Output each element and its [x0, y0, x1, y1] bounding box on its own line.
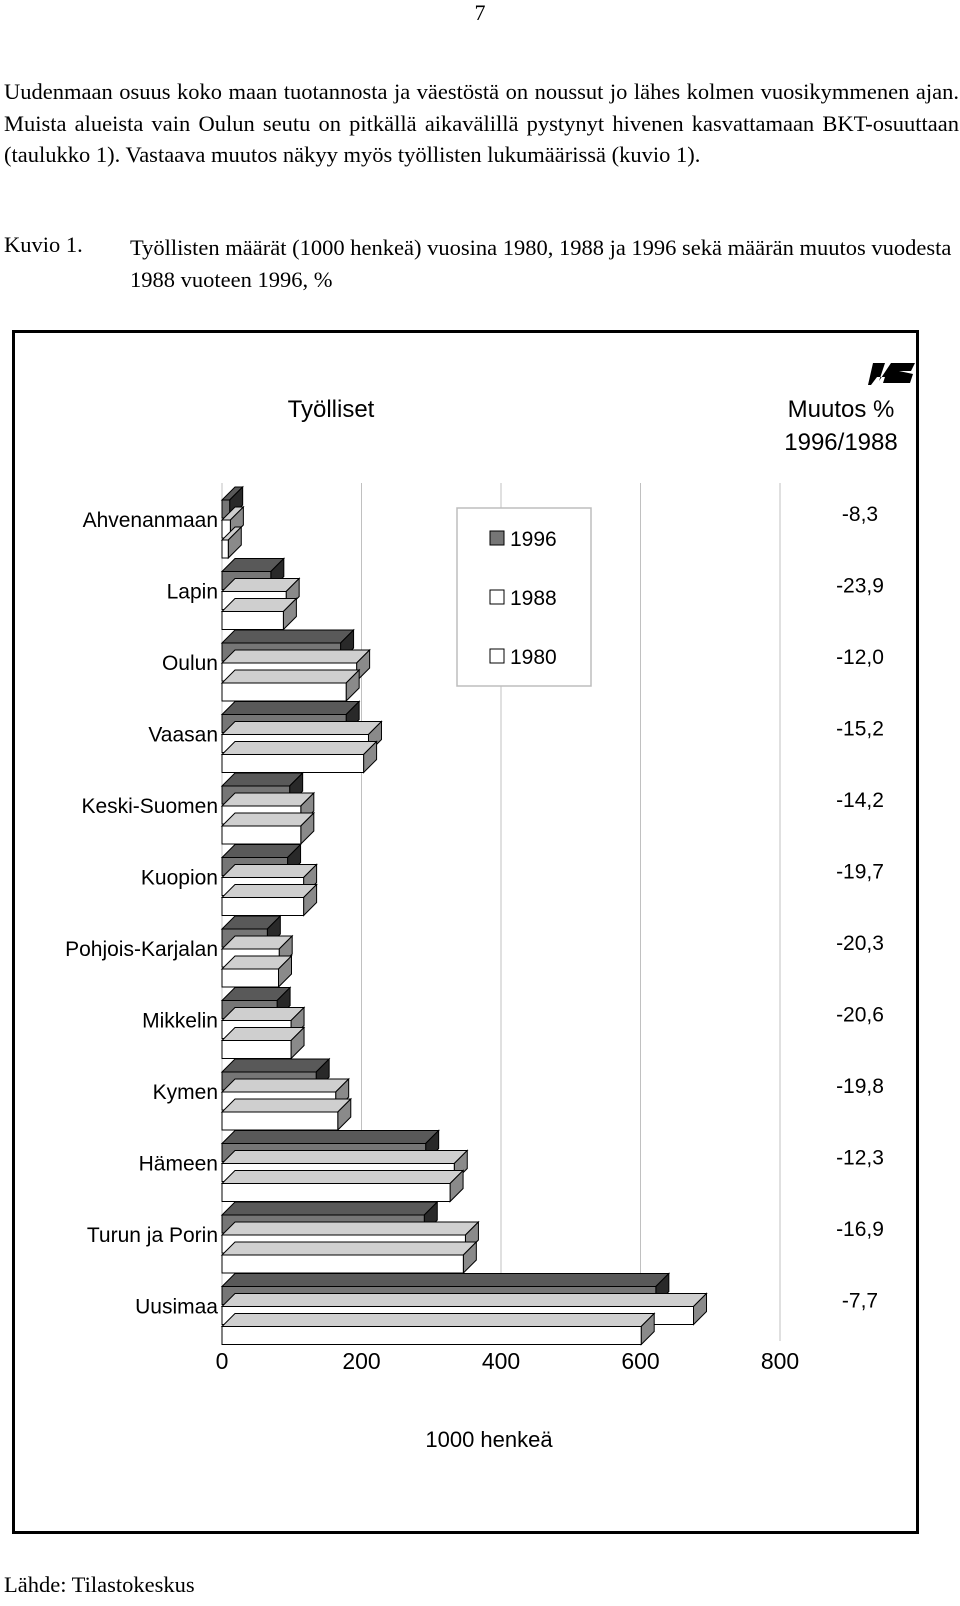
bar-1980-uusimaa — [220, 1312, 656, 1346]
change-column-title-line1: Muutos % — [788, 396, 895, 423]
bar-1980-hämeen — [220, 1169, 465, 1203]
legend-label-1980: 1980 — [510, 646, 557, 669]
bar-1980-pohjois-karjalan — [220, 954, 293, 989]
category-labels: Ahvenanmaan Lapin Oulun Vaasan Keski-Suomen K… — [65, 509, 218, 1319]
category-label: Hämeen — [139, 1152, 218, 1175]
x-tick-label: 400 — [482, 1348, 520, 1374]
bar-1980-kymen — [220, 1097, 352, 1132]
intro-paragraph: Uudenmaan osuus koko maan tuotannosta ja… — [4, 79, 959, 167]
figure-caption: Työllisten määrät (1000 henkeä) vuosina … — [130, 235, 952, 292]
bar-1980-ahvenanmaan — [220, 525, 243, 560]
chart-title: Työlliset — [288, 396, 375, 423]
change-percent-value: -16,9 — [836, 1218, 884, 1241]
category-label: Mikkelin — [142, 1009, 218, 1032]
bar-1980-keski-suomen — [220, 811, 316, 846]
change-percent-value: -15,2 — [836, 717, 884, 740]
category-label: Turun ja Porin — [87, 1224, 218, 1247]
legend-box — [456, 507, 592, 687]
legend-label-1996: 1996 — [510, 528, 557, 551]
change-percent-value: -19,7 — [836, 860, 884, 883]
change-percent-value: -14,2 — [836, 789, 884, 812]
source-note: Lähde: Tilastokeskus — [4, 1572, 195, 1597]
legend: 1996 1988 1980 — [456, 507, 592, 687]
bars — [220, 485, 708, 1346]
x-tick-label: 0 — [216, 1348, 229, 1374]
bar-1980-lapin — [220, 597, 298, 631]
employment-bar-chart: Työlliset Muutos % 1996/1988 Ahvenanmaan… — [65, 363, 915, 1452]
legend-label-1988: 1988 — [510, 587, 557, 610]
chart-frame: Työlliset Muutos % 1996/1988 Ahvenanmaan… — [12, 330, 919, 1534]
bar-1980-kuopion — [220, 883, 318, 917]
change-percent-value: -7,7 — [842, 1289, 878, 1312]
category-label: Vaasan — [148, 723, 218, 746]
change-percent-value: -20,6 — [836, 1003, 884, 1026]
bar-1980-oulun — [220, 668, 361, 703]
change-percent-value: -12,3 — [836, 1146, 884, 1169]
bar-1980-turun-ja-porin — [220, 1240, 478, 1275]
change-percent-value: -12,0 — [836, 646, 884, 669]
category-label: Pohjois-Karjalan — [65, 938, 218, 961]
change-percent-value: -23,9 — [836, 574, 884, 597]
change-values: -8,3 -23,9 -12,0 -15,2 -14,2 -19,7 -20,3 -20,6 -… — [836, 503, 884, 1313]
change-percent-value: -20,3 — [836, 932, 884, 955]
category-label: Keski-Suomen — [81, 795, 218, 818]
legend-swatch-1996 — [489, 530, 505, 546]
legend-swatch-1980 — [489, 648, 505, 664]
category-label: Lapin — [167, 580, 218, 603]
category-label: Kuopion — [141, 866, 218, 889]
category-label: Uusimaa — [135, 1295, 218, 1318]
chart-logo-icon — [868, 363, 915, 385]
x-tick-label: 200 — [342, 1348, 380, 1374]
x-axis-ticks: 0 200 400 600 800 — [216, 1348, 800, 1374]
x-tick-label: 800 — [761, 1348, 799, 1374]
change-percent-value: -8,3 — [842, 503, 878, 526]
x-axis-label: 1000 henkeä — [425, 1427, 553, 1452]
change-percent-value: -19,8 — [836, 1075, 884, 1098]
figure-label: Kuvio 1. — [4, 232, 83, 257]
category-label: Kymen — [153, 1081, 218, 1104]
x-tick-label: 600 — [621, 1348, 659, 1374]
category-label: Oulun — [162, 652, 218, 675]
change-column-title-line2: 1996/1988 — [784, 429, 897, 456]
bar-1980-vaasan — [220, 740, 378, 774]
legend-swatch-1988 — [489, 589, 505, 605]
bar-1980-mikkelin — [220, 1026, 306, 1060]
category-label: Ahvenanmaan — [83, 509, 218, 532]
page-number: 7 — [474, 0, 486, 25]
